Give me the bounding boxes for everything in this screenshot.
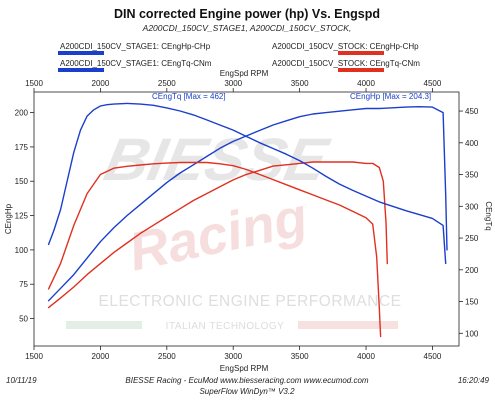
annotation-hp-max: CEngHp [Max = 204.3]: [350, 92, 431, 101]
x-tick-label: 3500: [291, 352, 309, 361]
y-axis-title: CEngHp: [4, 203, 13, 234]
y-tick-label: 75: [19, 280, 28, 289]
y2-tick-label: 300: [465, 202, 479, 211]
y-tick-label: 200: [15, 109, 29, 118]
top-axis-title: EngSpd RPM: [220, 69, 269, 78]
watermark-line1: ELECTRONIC ENGINE PERFORMANCE: [98, 293, 401, 310]
legend-swatch: [338, 51, 384, 55]
x-top-tick-label: 3500: [291, 79, 309, 88]
x-top-tick-label: 4000: [357, 79, 375, 88]
x-tick-label: 3000: [224, 352, 242, 361]
legend-swatch: [58, 68, 104, 72]
y-tick-label: 175: [15, 143, 29, 152]
y2-tick-label: 200: [465, 266, 479, 275]
y2-tick-label: 400: [465, 139, 479, 148]
y2-tick-label: 450: [465, 107, 479, 116]
y2-tick-label: 350: [465, 171, 479, 180]
series-line-1: [47, 105, 448, 302]
annotation-tq-max: CEngTq [Max = 462]: [152, 92, 226, 101]
watermark-flag-red: [298, 321, 398, 329]
chart-title: DIN corrected Engine power (hp) Vs. Engs…: [114, 7, 380, 21]
legend-label: A200CDI_150CV_STOCK: CEngHp-CHp: [272, 42, 419, 51]
x-tick-label: 1500: [25, 352, 43, 361]
x-top-tick-label: 3000: [224, 79, 242, 88]
x-tick-label: 4000: [357, 352, 375, 361]
y2-tick-label: 250: [465, 234, 479, 243]
legend-label: A200CDI_150CV_STOCK: CEngTq-CNm: [272, 59, 420, 68]
legend-swatch: [58, 51, 104, 55]
axes: 1500 1500 2000 2000 2500 2500 3000 3000 3500 3500…: [15, 79, 479, 361]
watermark-brand: BIESSE: [99, 126, 335, 193]
x-tick-label: 2500: [158, 352, 176, 361]
x-axis-title: EngSpd RPM: [220, 364, 269, 373]
footer-date: 10/11/19: [6, 376, 37, 385]
series-line-3: [47, 102, 447, 265]
x-tick-label: 4500: [424, 352, 442, 361]
series-line-4: [47, 161, 382, 338]
watermark-flag-green: [66, 321, 142, 329]
x-top-tick-label: 2500: [158, 79, 176, 88]
x-top-tick-label: 4500: [424, 79, 442, 88]
series-group: [47, 102, 448, 338]
y2-tick-label: 150: [465, 298, 479, 307]
x-top-tick-label: 1500: [25, 79, 43, 88]
legend-label: A200CDI_150CV_STAGE1: CEngHp-CHp: [60, 42, 211, 51]
footer-software: SuperFlow WinDyn™ V3.2: [199, 387, 295, 396]
y2-axis-title: CEngTq: [484, 201, 493, 230]
y-tick-label: 100: [15, 246, 29, 255]
legend-swatch: [338, 68, 384, 72]
series-line-2: [47, 161, 388, 309]
footer-time: 16:20:49: [458, 376, 490, 385]
plot-area: [33, 91, 460, 347]
footer-company: BIESSE Racing - EcuMod www.biesseracing.…: [125, 376, 369, 385]
y-tick-label: 150: [15, 177, 29, 186]
x-tick-label: 2000: [92, 352, 110, 361]
watermark-line2: ITALIAN TECHNOLOGY: [166, 321, 285, 332]
chart-subtitle: A200CDI_150CV_STAGE1, A200CDI_150CV_STOC…: [142, 23, 352, 33]
y-tick-label: 125: [15, 212, 29, 221]
legend: A200CDI_150CV_STAGE1: CEngHp-CHp A200CDI…: [58, 42, 420, 72]
y-tick-label: 50: [19, 315, 28, 324]
y2-tick-label: 100: [465, 329, 479, 338]
legend-label: A200CDI_150CV_STAGE1: CEngTq-CNm: [60, 59, 212, 68]
x-top-tick-label: 2000: [92, 79, 110, 88]
